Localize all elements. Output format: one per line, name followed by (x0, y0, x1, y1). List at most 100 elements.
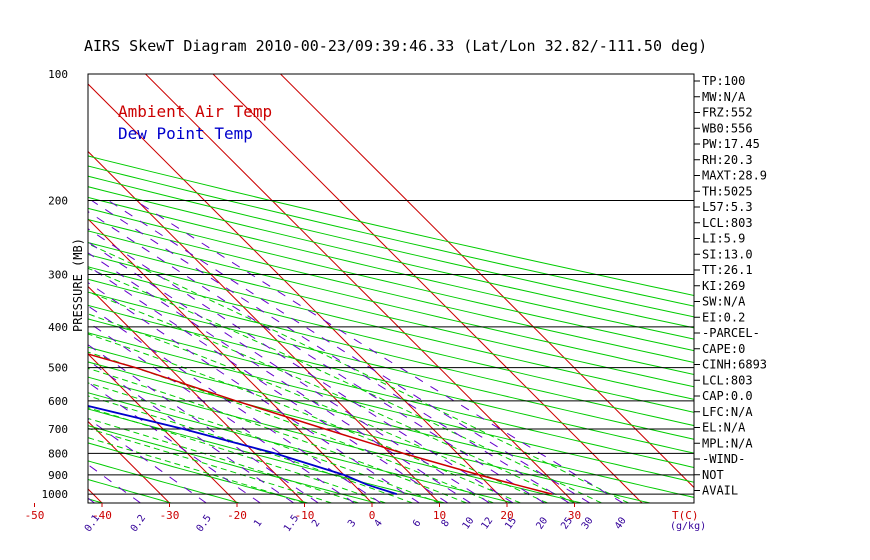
pressure-label: 800 (48, 447, 68, 460)
moist-adiabat-line (88, 291, 575, 503)
y-axis-label: PRESSURE (MB) (71, 238, 85, 332)
dry-adiabat-line (88, 376, 582, 503)
stat-line: TT:26.1 (702, 263, 753, 277)
bottom-tick-label: 20 (500, 509, 513, 522)
moist-adiabat-line (88, 267, 602, 503)
mixing-ratio-line (88, 381, 261, 503)
dry-adiabat-line (88, 346, 694, 498)
dry-adiabat-line (88, 253, 694, 400)
mixing-ratio-line (88, 305, 381, 503)
stat-line: RH:20.3 (702, 153, 753, 167)
stat-line: EI:0.2 (702, 310, 745, 324)
stat-line: TH:5025 (702, 184, 753, 198)
stat-line: WB0:556 (702, 121, 753, 135)
isotherm-line (212, 74, 643, 503)
moist-adiabat-line (88, 437, 305, 503)
stat-line: FRZ:552 (702, 106, 753, 120)
mixing-ratio-label: 6 (411, 518, 423, 529)
dry-adiabat-line (88, 460, 240, 503)
bottom-tick-label: -40 (92, 509, 112, 522)
pressure-label: 100 (48, 68, 68, 81)
mixing-ratio-line (88, 359, 294, 503)
stat-line: EL:N/A (702, 421, 746, 435)
dry-adiabat-line (88, 155, 694, 297)
stat-line: CINH:6893 (702, 358, 767, 372)
stat-line: NOT (702, 468, 724, 482)
chart-title: AIRS SkewT Diagram 2010-00-23/09:39:46.3… (84, 37, 707, 55)
mixing-ratio-label: 3 (346, 518, 358, 529)
bottom-temperature-ticks: -50 -40 -30 -20 -10 0 10 20 30 T(C) (25, 503, 699, 522)
mixing-ratio-label: 4 (372, 518, 384, 529)
bottom-tick-label: -10 (295, 509, 315, 522)
dry-adiabat-line (88, 318, 694, 469)
stat-line: L57:5.3 (702, 200, 753, 214)
moist-adiabat-line (88, 382, 440, 503)
dry-adiabat-line (88, 186, 694, 329)
sounding-line-dewpoint (88, 404, 398, 495)
pressure-label: 200 (48, 194, 68, 207)
legend: Ambient Air Temp Dew Point Temp (118, 102, 272, 143)
mixing-ratio-line (108, 200, 591, 503)
mixing-ratio-label: 8 (440, 518, 452, 529)
bottom-unit-label: T(C) (672, 509, 699, 522)
bottom-tick-label: 30 (568, 509, 581, 522)
stat-line: MPL:N/A (702, 436, 753, 450)
stat-line: LCL:803 (702, 216, 753, 230)
dry-adiabat-line (88, 442, 309, 503)
mixing-ratio-line (88, 321, 355, 503)
dry-adiabat-line (88, 196, 694, 340)
isotherm-line (280, 74, 694, 489)
dry-adiabat-line (88, 230, 694, 375)
isotherm-line (88, 218, 373, 503)
stat-line: LFC:N/A (702, 405, 753, 419)
pressure-label: 1000 (42, 488, 69, 501)
moist-adiabat-line (88, 407, 386, 503)
sounding-line-temperature (88, 353, 553, 495)
pressure-label: 300 (48, 268, 68, 281)
mixing-ratio-label: 2 (310, 518, 322, 529)
legend-item-dew-point: Dew Point Temp (118, 124, 253, 143)
dry-adiabat-line (88, 175, 694, 318)
mixing-ratio-unit: (g/kg) (670, 521, 706, 532)
mixing-ratio-line (88, 228, 514, 503)
bottom-tick-label: -20 (227, 509, 247, 522)
moist-adiabat-line (88, 367, 467, 503)
sounding-series (88, 353, 553, 495)
dry-adiabat-line (88, 165, 694, 307)
stat-line: TP:100 (702, 74, 745, 88)
isotherm-line (88, 83, 508, 503)
moist-adiabat-line (88, 351, 494, 503)
background-lines (88, 74, 694, 503)
dry-adiabat-line (88, 361, 651, 503)
dry-adiabat-line (88, 425, 377, 503)
dry-adiabat-line (88, 304, 694, 454)
pressure-label: 700 (48, 423, 68, 436)
legend-item-ambient-temp: Ambient Air Temp (118, 102, 272, 121)
bottom-tick-label: 0 (369, 509, 376, 522)
bottom-tick-label: 10 (433, 509, 446, 522)
stat-line: LI:5.9 (702, 232, 745, 246)
dry-adiabat-line (88, 278, 694, 427)
moist-adiabat-line (88, 417, 359, 503)
dry-adiabat-line (88, 332, 694, 483)
dry-adiabat-line (88, 218, 694, 363)
stat-line: PW:17.45 (702, 137, 760, 151)
stat-line: KI:269 (702, 279, 745, 293)
stat-line: -WIND- (702, 452, 745, 466)
pressure-labels: 100 200 300 400 500 600 700 800 900 1000 (42, 68, 69, 501)
mixing-ratio-line (88, 210, 545, 503)
dry-adiabat-line (88, 242, 694, 388)
isotherm-line (88, 150, 440, 503)
isotherm-line (145, 74, 575, 503)
pressure-label: 900 (48, 469, 68, 482)
bottom-tick-label: -30 (160, 509, 180, 522)
stat-line: SI:13.0 (702, 247, 753, 261)
mixing-ratio-label: 1 (252, 518, 264, 529)
dry-adiabat-line (88, 392, 514, 503)
stat-line: LCL:803 (702, 373, 753, 387)
pressure-label: 600 (48, 395, 68, 408)
moist-adiabat-line (88, 313, 548, 503)
stat-line: CAPE:0 (702, 342, 745, 356)
